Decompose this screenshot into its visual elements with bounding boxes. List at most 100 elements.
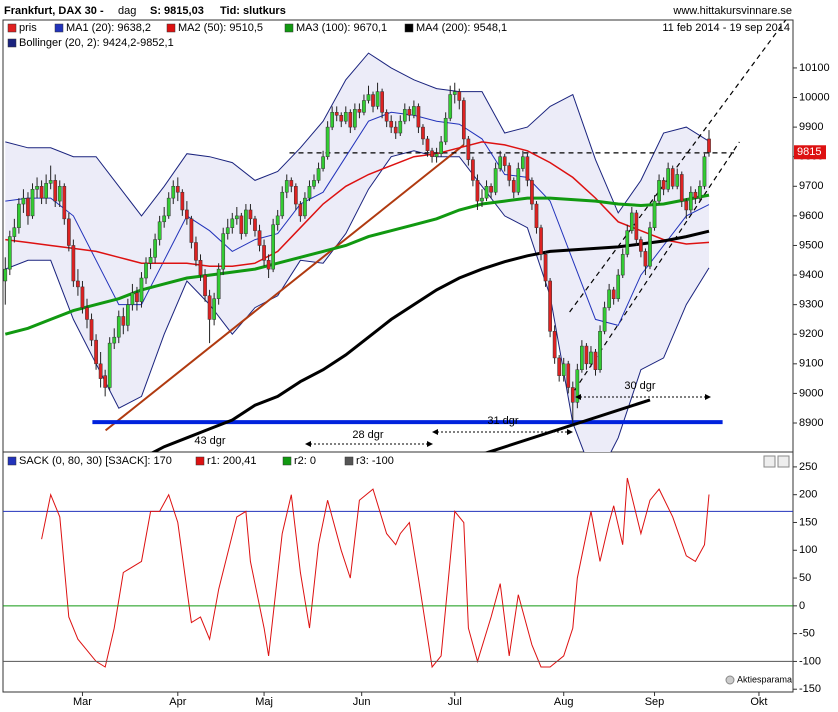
candle-body	[670, 168, 675, 187]
candle-body	[570, 387, 575, 403]
candle-body	[343, 112, 348, 122]
candle-body	[194, 242, 198, 261]
legend-label: SACK (0, 80, 30) [S3ACK]: 170	[19, 455, 172, 467]
candle-body	[575, 369, 580, 403]
candle-body	[307, 186, 312, 199]
candle-body	[162, 215, 167, 223]
oscillator-line	[41, 477, 710, 669]
candle-body	[698, 186, 702, 199]
candle-body	[589, 351, 593, 365]
x-tick-label: Apr	[169, 696, 186, 708]
y-tick-label: 10100	[799, 62, 830, 74]
candle-body	[321, 156, 325, 169]
candle-body	[679, 174, 684, 202]
legend-label: r3: -100	[356, 455, 394, 467]
candle-body	[298, 203, 303, 217]
trendline	[574, 141, 740, 391]
candle-body	[112, 336, 117, 344]
candle-body	[507, 165, 512, 181]
candle-body	[425, 138, 430, 152]
candle-body	[116, 316, 121, 338]
title: Frankfurt, DAX 30 -	[4, 5, 104, 17]
candle-body	[35, 186, 39, 190]
candle-body	[121, 316, 126, 326]
candle-body	[130, 292, 135, 305]
candle-body	[498, 156, 503, 169]
candle-body	[39, 186, 44, 199]
legend-label: Bollinger (20, 2): 9424,2-9852,1	[19, 37, 174, 49]
x-tick-label: Maj	[255, 696, 273, 708]
candle-body	[48, 180, 53, 184]
y-tick-label: 9900	[799, 121, 823, 133]
candle-body	[153, 239, 157, 258]
candle-body	[416, 106, 421, 128]
y-tick-label: 10000	[799, 91, 830, 103]
candle-body	[602, 307, 607, 332]
candle-body	[330, 112, 335, 128]
legend-swatch	[166, 23, 176, 33]
candle-body	[480, 197, 484, 202]
candle-body	[257, 230, 262, 246]
y-tick-label: 9600	[799, 210, 823, 222]
candle-body	[648, 227, 652, 267]
candle-body	[207, 295, 212, 320]
y-tick-label: 100	[799, 544, 817, 556]
candle-body	[693, 191, 698, 199]
candle-body	[185, 209, 189, 220]
annotation: 30 dgr	[624, 380, 656, 392]
candle-body	[339, 115, 344, 122]
legend-swatch	[7, 456, 17, 466]
trendline	[484, 398, 651, 452]
zoom-icon[interactable]	[763, 455, 776, 468]
candle-body	[221, 233, 226, 270]
candle-body	[611, 289, 616, 299]
candle-body	[566, 363, 571, 388]
date-range: 11 feb 2014 - 19 sep 2014	[662, 22, 790, 34]
y-tick-label: 200	[799, 489, 817, 501]
candle-body	[244, 209, 248, 234]
candle-body	[175, 186, 180, 193]
candle-body	[107, 342, 112, 388]
y-tick-label: 50	[799, 572, 811, 584]
y-tick-label: -100	[799, 655, 821, 667]
y-tick-label: 9100	[799, 358, 823, 370]
candle-body	[525, 156, 530, 181]
overlay: Frankfurt, DAX 30 - dag S: 9815,03 Tid: …	[4, 5, 830, 708]
close-icon[interactable]	[777, 455, 790, 468]
candle-body	[171, 186, 176, 199]
y-tick-label: 9300	[799, 299, 823, 311]
legend-swatch	[7, 23, 17, 33]
candle-body	[266, 260, 271, 270]
candle-body	[53, 180, 58, 202]
candle-body	[375, 91, 380, 107]
moving-average	[5, 141, 710, 267]
interval: dag	[118, 5, 136, 17]
y-tick-label: 150	[799, 516, 817, 528]
legend-label: MA2 (50): 9510,5	[178, 22, 263, 34]
candle-body	[89, 319, 94, 341]
moving-average	[150, 229, 710, 452]
candle-body	[303, 197, 307, 217]
candle-body	[21, 197, 26, 205]
candle-body	[439, 141, 443, 154]
candle-body	[620, 254, 625, 276]
candle-body	[148, 257, 153, 264]
candle-body	[316, 168, 321, 181]
candle-body	[616, 274, 621, 299]
y-tick-label: 9400	[799, 269, 823, 281]
candle-body	[380, 91, 384, 113]
candle-body	[625, 230, 630, 255]
candle-body	[262, 245, 266, 261]
legend-label: MA1 (20): 9638,2	[66, 22, 151, 34]
candle-body	[511, 180, 516, 193]
candle-body	[230, 218, 235, 228]
y-tick-label: 9500	[799, 239, 823, 251]
legend-bg	[4, 21, 564, 50]
candle-body	[248, 209, 253, 220]
price-plot	[3, 20, 787, 452]
candle-body	[430, 150, 434, 157]
candle-body	[457, 91, 462, 101]
candle-body	[30, 188, 35, 217]
candle-body	[688, 191, 693, 211]
